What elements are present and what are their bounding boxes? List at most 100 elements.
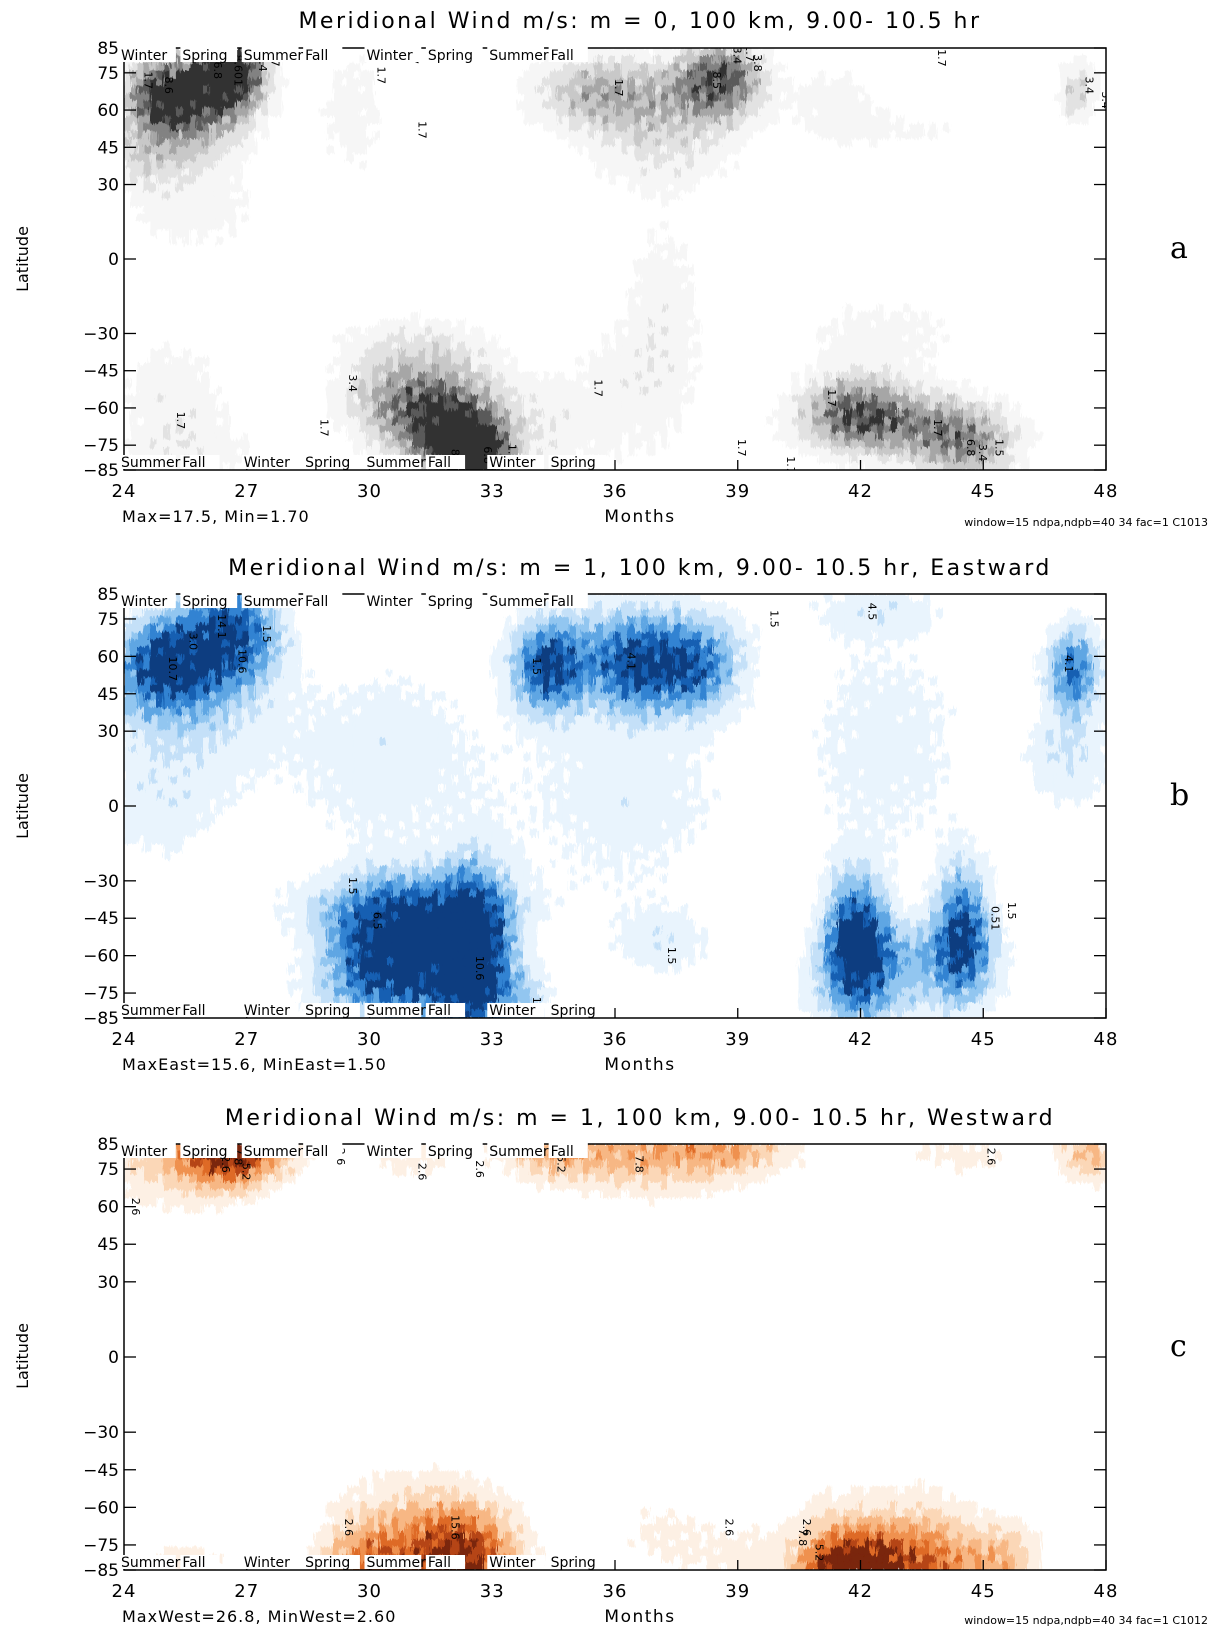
field-cell (379, 957, 386, 965)
field-cell (530, 78, 537, 86)
field-cell (360, 380, 367, 388)
field-cell (222, 639, 229, 647)
field-cell (406, 753, 413, 761)
field-cell (203, 440, 210, 448)
field-cell (327, 146, 334, 154)
field-cell (373, 372, 380, 380)
field-cell (229, 715, 236, 723)
field-cell (975, 395, 982, 403)
field-cell (176, 206, 183, 214)
field-cell (425, 912, 432, 920)
field-cell (491, 425, 498, 433)
field-cell (242, 723, 249, 731)
field-cell (563, 93, 570, 101)
field-cell (406, 973, 413, 981)
field-cell (275, 715, 282, 723)
field-cell (360, 965, 367, 973)
field-cell (543, 395, 550, 403)
field-cell (752, 78, 759, 86)
field-cell (582, 440, 589, 448)
field-cell (438, 874, 445, 882)
field-cell (353, 349, 360, 357)
field-cell (360, 973, 367, 981)
field-cell (347, 814, 354, 822)
field-cell (635, 86, 642, 94)
field-cell (373, 745, 380, 753)
field-cell (235, 108, 242, 116)
field-cell (406, 372, 413, 380)
field-cell (635, 146, 642, 154)
field-cell (203, 387, 210, 395)
field-cell (478, 874, 485, 882)
field-cell (373, 988, 380, 996)
field-cell (445, 927, 452, 935)
field-cell (203, 753, 210, 761)
field-cell (347, 776, 354, 784)
field-cell (464, 851, 471, 859)
field-cell (563, 387, 570, 395)
field-cell (137, 387, 144, 395)
field-cell (137, 753, 144, 761)
field-cell (942, 395, 949, 403)
field-cell (183, 154, 190, 162)
field-cell (399, 768, 406, 776)
field-cell (883, 372, 890, 380)
field-cell (667, 176, 674, 184)
field-cell (497, 380, 504, 388)
field-cell (124, 632, 131, 640)
field-cell (340, 859, 347, 867)
field-cell (510, 410, 517, 418)
field-cell (838, 93, 845, 101)
field-cell (982, 425, 989, 433)
field-cell (216, 169, 223, 177)
field-cell (857, 327, 864, 335)
field-cell (910, 357, 917, 365)
field-cell (942, 410, 949, 418)
field-cell (451, 791, 458, 799)
field-cell (870, 417, 877, 425)
field-cell (955, 402, 962, 410)
field-cell (674, 161, 681, 169)
field-cell (386, 957, 393, 965)
field-cell (635, 342, 642, 350)
field-cell (333, 723, 340, 731)
field-cell (340, 761, 347, 769)
field-cell (150, 93, 157, 101)
field-cell (687, 131, 694, 139)
field-cell (458, 730, 465, 738)
field-cell (209, 761, 216, 769)
field-cell (635, 304, 642, 312)
field-cell (216, 655, 223, 663)
field-cell (464, 440, 471, 448)
field-cell (517, 78, 524, 86)
field-cell (851, 101, 858, 109)
field-cell (569, 93, 576, 101)
field-cell (124, 708, 131, 716)
field-cell (635, 380, 642, 388)
field-cell (654, 154, 661, 162)
field-cell (150, 730, 157, 738)
field-cell (144, 184, 151, 192)
field-cell (838, 372, 845, 380)
field-cell (399, 829, 406, 837)
field-cell (674, 138, 681, 146)
field-cell (294, 715, 301, 723)
field-cell (687, 372, 694, 380)
field-cell (288, 662, 295, 670)
field-cell (582, 63, 589, 71)
field-cell (255, 692, 262, 700)
field-cell (471, 334, 478, 342)
field-cell (530, 116, 537, 124)
field-cell (353, 93, 360, 101)
field-cell (255, 685, 262, 693)
field-cell (216, 639, 223, 647)
field-cell (196, 761, 203, 769)
field-cell (949, 417, 956, 425)
field-cell (150, 349, 157, 357)
field-cell (163, 176, 170, 184)
field-cell (982, 402, 989, 410)
field-cell (183, 791, 190, 799)
field-cell (131, 402, 138, 410)
field-cell (1021, 447, 1028, 455)
field-cell (189, 116, 196, 124)
